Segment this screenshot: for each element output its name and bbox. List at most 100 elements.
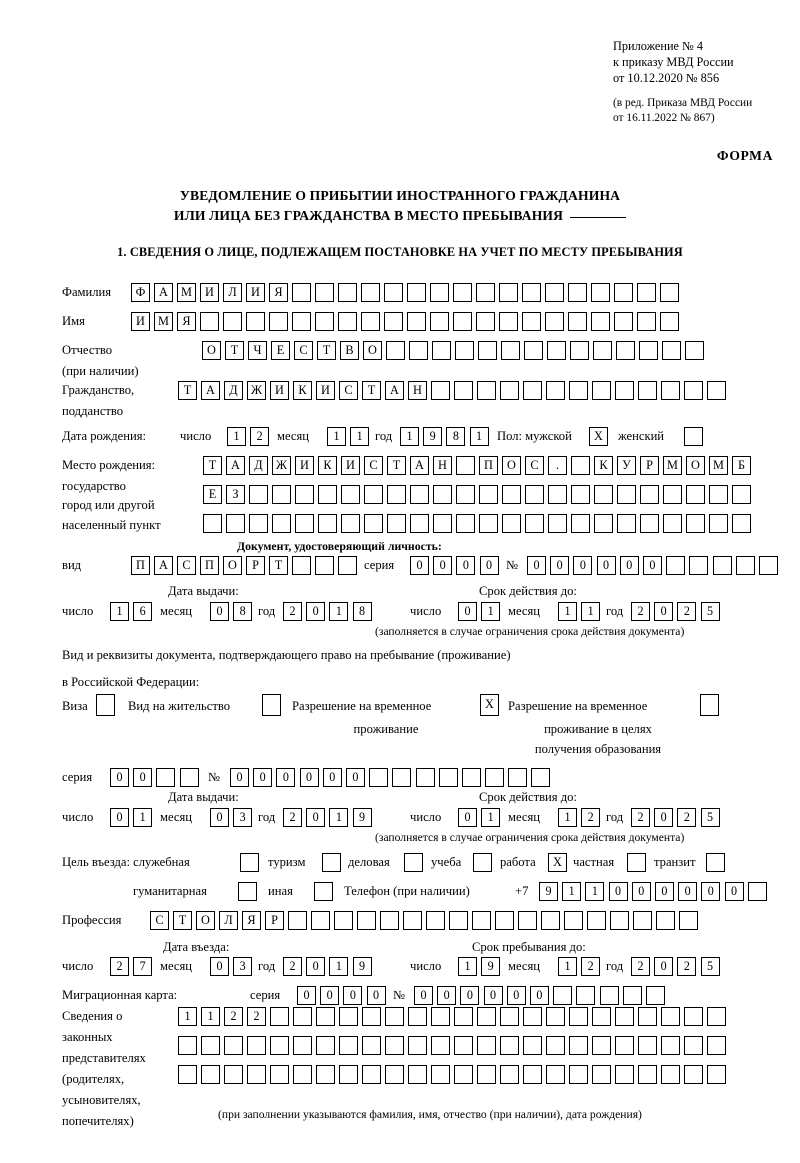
temp-edu-checkbox[interactable] (700, 694, 719, 716)
char-cell[interactable] (407, 312, 426, 331)
char-cell[interactable] (508, 768, 528, 787)
char-cell[interactable] (410, 514, 429, 533)
char-cell[interactable]: 0 (527, 556, 546, 575)
char-cell[interactable]: 0 (276, 768, 296, 787)
char-cell[interactable]: 8 (352, 602, 372, 621)
purpose-study-checkbox[interactable] (473, 853, 492, 872)
char-cell[interactable] (571, 485, 590, 504)
char-cell[interactable] (571, 456, 590, 475)
char-cell[interactable] (479, 514, 498, 533)
char-cell[interactable] (223, 312, 242, 331)
char-cell[interactable]: 0 (529, 986, 549, 1005)
char-cell[interactable] (569, 1007, 588, 1026)
char-cell[interactable] (568, 312, 587, 331)
char-cell[interactable] (594, 485, 613, 504)
char-cell[interactable]: 0 (410, 556, 429, 575)
char-cell[interactable] (407, 283, 426, 302)
char-cell[interactable]: 0 (345, 768, 365, 787)
char-cell[interactable] (592, 1036, 611, 1055)
char-cell[interactable]: 1 (201, 1007, 220, 1026)
char-cell[interactable]: М (154, 312, 173, 331)
char-cell[interactable] (576, 986, 596, 1005)
char-cell[interactable]: 0 (678, 882, 698, 901)
char-cell[interactable] (638, 1065, 657, 1084)
char-cell[interactable] (408, 1007, 427, 1026)
char-cell[interactable]: 0 (210, 602, 229, 621)
char-cell[interactable]: 1 (133, 808, 153, 827)
char-cell[interactable]: Б (732, 456, 751, 475)
char-cell[interactable] (548, 514, 567, 533)
char-cell[interactable]: А (154, 556, 173, 575)
char-cell[interactable] (316, 1065, 335, 1084)
char-cell[interactable] (477, 1036, 496, 1055)
char-cell[interactable] (454, 1007, 473, 1026)
char-cell[interactable] (500, 381, 519, 400)
char-cell[interactable] (747, 882, 767, 901)
char-cell[interactable]: 2 (283, 957, 302, 976)
char-cell[interactable]: Ф (131, 283, 150, 302)
char-cell[interactable] (707, 381, 726, 400)
char-cell[interactable]: М (663, 456, 682, 475)
char-cell[interactable]: С (525, 456, 544, 475)
char-cell[interactable] (615, 1036, 634, 1055)
char-cell[interactable] (617, 485, 636, 504)
char-cell[interactable] (640, 514, 659, 533)
char-cell[interactable] (477, 1065, 496, 1084)
char-cell[interactable] (449, 911, 468, 930)
char-cell[interactable]: Р (640, 456, 659, 475)
char-cell[interactable] (318, 485, 337, 504)
char-cell[interactable] (369, 768, 389, 787)
char-cell[interactable] (361, 312, 380, 331)
char-cell[interactable]: И (295, 456, 314, 475)
char-cell[interactable]: 0 (458, 808, 477, 827)
char-cell[interactable] (499, 312, 518, 331)
char-cell[interactable] (272, 514, 291, 533)
char-cell[interactable] (569, 1065, 588, 1084)
char-cell[interactable]: 0 (433, 556, 453, 575)
char-cell[interactable] (689, 556, 709, 575)
char-cell[interactable] (732, 485, 751, 504)
char-cell[interactable] (500, 1065, 519, 1084)
char-cell[interactable] (178, 1036, 197, 1055)
char-cell[interactable]: П (131, 556, 150, 575)
char-cell[interactable]: 2 (110, 957, 129, 976)
char-cell[interactable]: 0 (320, 986, 340, 1005)
char-cell[interactable] (685, 341, 704, 360)
char-cell[interactable]: 0 (230, 768, 249, 787)
char-cell[interactable] (571, 514, 590, 533)
char-cell[interactable]: В (340, 341, 359, 360)
char-cell[interactable]: Ж (272, 456, 291, 475)
char-cell[interactable] (295, 514, 314, 533)
char-cell[interactable]: Т (269, 556, 288, 575)
char-cell[interactable]: 0 (654, 602, 674, 621)
char-cell[interactable]: Я (177, 312, 196, 331)
char-cell[interactable] (709, 514, 728, 533)
char-cell[interactable] (293, 1065, 312, 1084)
char-cell[interactable] (200, 312, 219, 331)
char-cell[interactable]: И (316, 381, 335, 400)
char-cell[interactable] (362, 1065, 381, 1084)
char-cell[interactable]: 0 (414, 986, 433, 1005)
char-cell[interactable] (656, 911, 675, 930)
char-cell[interactable]: 2 (283, 808, 302, 827)
char-cell[interactable] (316, 1036, 335, 1055)
char-cell[interactable] (338, 556, 357, 575)
char-cell[interactable]: О (502, 456, 521, 475)
char-cell[interactable] (500, 1007, 519, 1026)
char-cell[interactable]: О (363, 341, 382, 360)
sex-female-checkbox[interactable] (684, 427, 703, 446)
char-cell[interactable]: 1 (400, 427, 419, 446)
char-cell[interactable]: 0 (460, 986, 480, 1005)
char-cell[interactable]: 0 (133, 768, 153, 787)
char-cell[interactable] (547, 341, 566, 360)
char-cell[interactable] (732, 514, 751, 533)
char-cell[interactable] (709, 485, 728, 504)
char-cell[interactable] (341, 514, 360, 533)
char-cell[interactable] (633, 911, 652, 930)
char-cell[interactable] (364, 514, 383, 533)
